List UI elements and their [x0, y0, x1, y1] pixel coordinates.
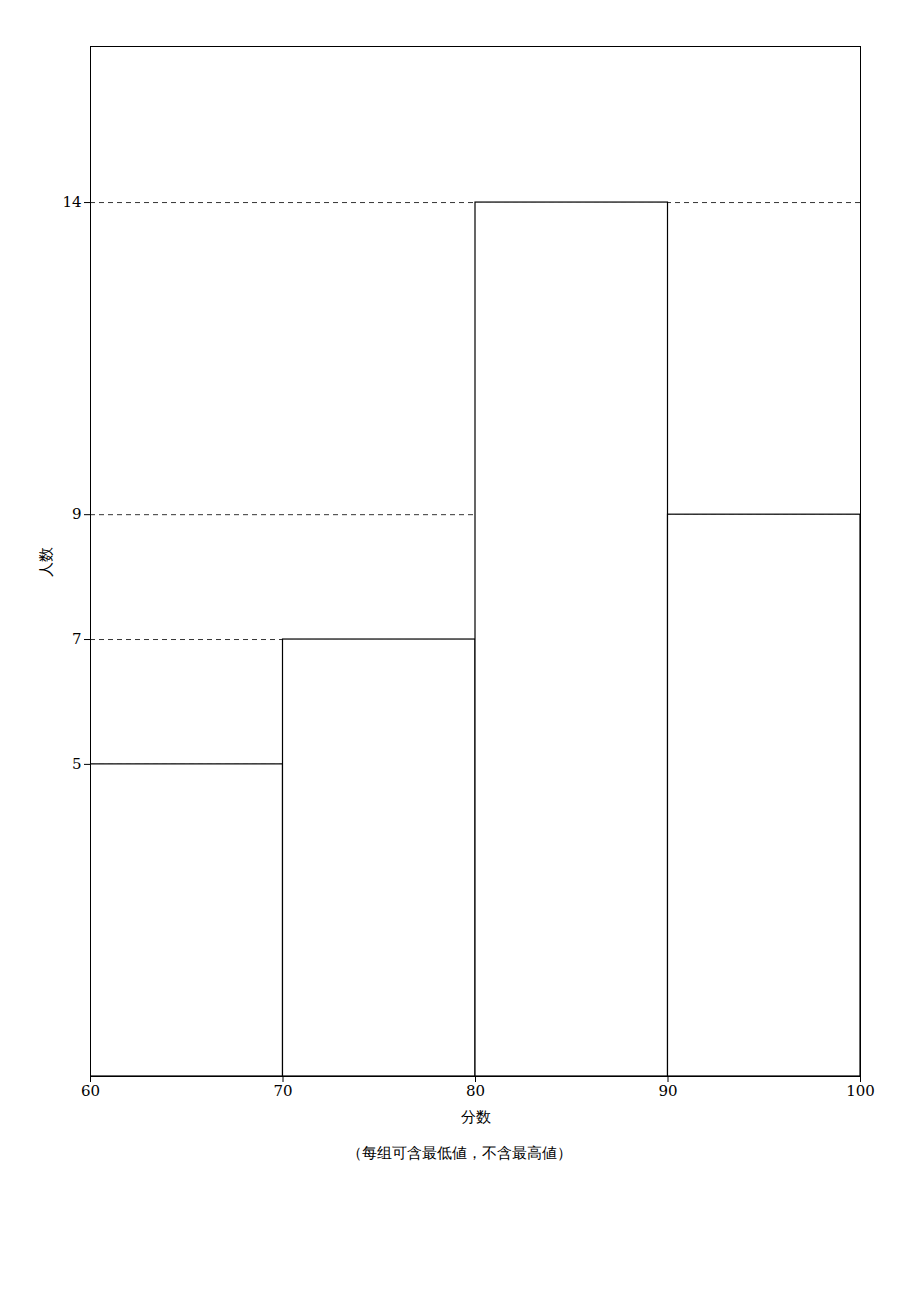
svg-text:人数: 人数 [37, 547, 55, 577]
svg-text:70: 70 [273, 1082, 292, 1100]
svg-text:100: 100 [846, 1082, 875, 1100]
svg-text:60: 60 [81, 1082, 100, 1100]
svg-text:5: 5 [72, 755, 82, 773]
svg-text:14: 14 [62, 193, 81, 211]
html-text:（每组可含最低値，不含最高値）: （每组可含最低値，不含最高値） [347, 1144, 572, 1162]
svg-text:9: 9 [72, 505, 82, 523]
svg-text:90: 90 [658, 1082, 677, 1100]
svg-text:分数: 分数 [461, 1108, 491, 1126]
svg-text:7: 7 [72, 630, 82, 648]
svg-text:80: 80 [466, 1082, 485, 1100]
